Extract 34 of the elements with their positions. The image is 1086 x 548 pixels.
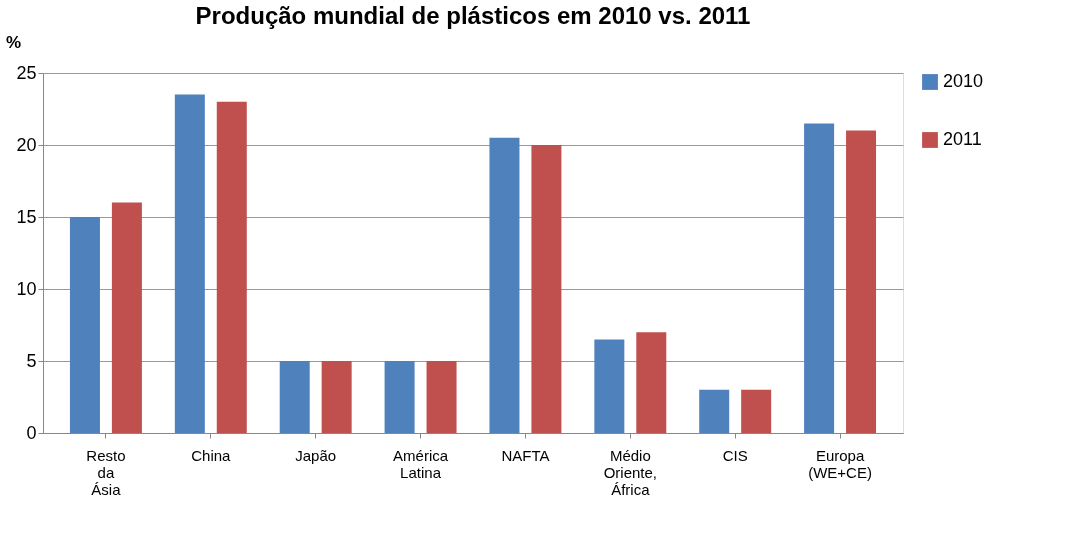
y-tick-label: 20	[16, 134, 37, 155]
bar	[321, 361, 352, 433]
chart-title: Produção mundial de plásticos em 2010 vs. 2011	[195, 2, 751, 29]
y-axis-title: %	[5, 32, 22, 52]
bar	[846, 130, 877, 433]
bar	[384, 361, 415, 433]
legend-label: 2010	[943, 71, 984, 91]
x-tick-label: Médio Oriente, África	[603, 446, 657, 498]
y-tick-label: 5	[26, 350, 37, 371]
bar	[699, 389, 730, 433]
bar	[111, 202, 142, 433]
x-tick-label: Resto da Ásia	[86, 446, 126, 498]
bar	[174, 94, 205, 433]
x-tick-label: NAFTA	[501, 446, 550, 464]
bar	[636, 332, 667, 433]
bar	[489, 137, 520, 433]
bar	[279, 361, 310, 433]
bar	[69, 217, 100, 433]
x-tick-label: América Latina	[393, 446, 449, 481]
legend-label: 2011	[943, 129, 982, 149]
bar	[594, 339, 625, 433]
y-tick-label: 0	[26, 422, 37, 443]
y-tick-label: 10	[16, 278, 37, 299]
bar	[531, 145, 562, 433]
bar	[741, 389, 772, 433]
y-tick-label: 25	[16, 62, 37, 83]
x-tick-label: China	[191, 446, 232, 464]
bar	[804, 123, 835, 433]
x-tick-label: CIS	[722, 446, 748, 464]
y-tick-label: 15	[16, 206, 37, 227]
bar	[426, 361, 457, 433]
bar	[216, 101, 247, 433]
x-tick-label: Europa (WE+CE)	[808, 446, 872, 481]
x-tick-label: Japão	[295, 446, 337, 464]
